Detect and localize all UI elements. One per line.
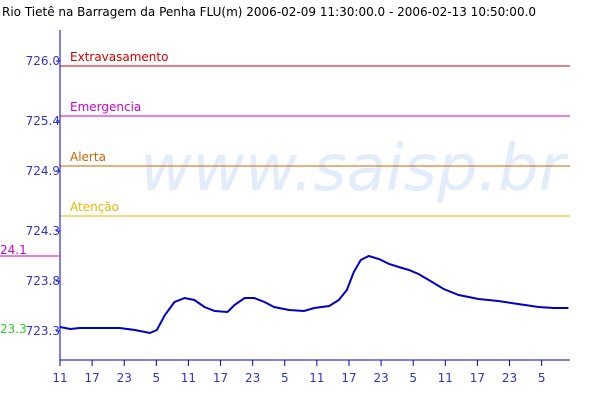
threshold-label: Emergencia [70, 100, 141, 114]
y-tick-label: 726.0 [26, 54, 60, 68]
x-tick-label: 11 [309, 371, 324, 385]
y-tick-label: 724.3 [26, 224, 60, 238]
x-tick-label: 23 [502, 371, 517, 385]
y-tick-label: 723.3 [26, 324, 60, 338]
x-tick-label: 5 [538, 371, 546, 385]
x-tick-label: 17 [470, 371, 485, 385]
x-tick-label: 17 [213, 371, 228, 385]
x-tick-label: 5 [281, 371, 289, 385]
y-tick-label: 725.4 [26, 114, 60, 128]
x-tick-label: 17 [341, 371, 356, 385]
chart-title: Rio Tietê na Barragem da Penha FLU(m) 20… [2, 5, 536, 19]
threshold-label: Extravasamento [70, 50, 168, 64]
y-tick-label: 723.8 [26, 274, 60, 288]
threshold-label: Atenção [70, 200, 119, 214]
watermark: www.saisp.br [140, 132, 569, 206]
y-tick-label: 724.9 [26, 164, 60, 178]
x-tick-label: 23 [117, 371, 132, 385]
threshold-label: Alerta [70, 150, 106, 164]
x-tick-label: 23 [373, 371, 388, 385]
data-line [59, 254, 569, 335]
max-label: 24.1 [0, 243, 27, 257]
x-tick-label: 5 [153, 371, 161, 385]
x-tick-label: 17 [84, 371, 99, 385]
x-tick-label: 5 [409, 371, 417, 385]
min-label: 23.3 [0, 322, 27, 336]
x-tick-label: 11 [52, 371, 67, 385]
x-tick-label: 11 [438, 371, 453, 385]
x-tick-label: 11 [181, 371, 196, 385]
x-tick-label: 23 [245, 371, 260, 385]
